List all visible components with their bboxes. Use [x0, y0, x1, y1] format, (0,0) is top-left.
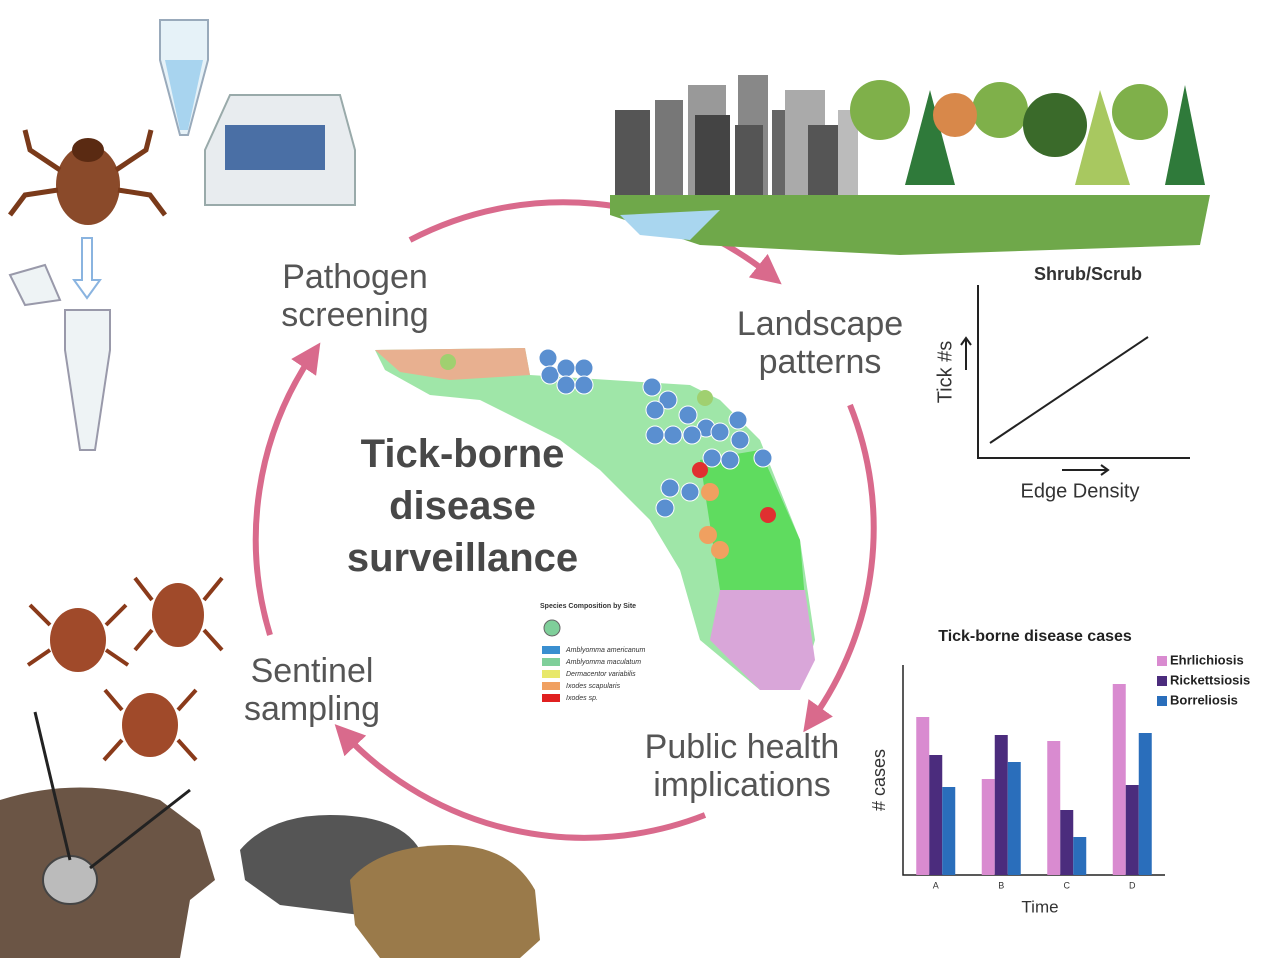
- bar: [1139, 733, 1152, 875]
- plot-x-label: Edge Density: [1021, 480, 1140, 502]
- center-title: Tick-borne disease surveillance: [320, 428, 605, 584]
- bar: [1008, 762, 1021, 875]
- map-legend-title: Species Composition by Site: [540, 603, 636, 610]
- plot-y-label: Tick #s: [934, 341, 956, 404]
- legend-label: Rickettsiosis: [1170, 672, 1250, 687]
- map-legend-pie: [544, 620, 560, 636]
- map-legend-label: Ixodes scapularis: [566, 683, 621, 690]
- legend-swatch: [1157, 656, 1167, 666]
- page: Shrub/Scrub Tick #s Edge Density Species…: [0, 0, 1278, 958]
- x-tick-label: A: [933, 880, 939, 890]
- map-legend-swatch: [542, 658, 560, 666]
- edge-density-plot: [961, 285, 1190, 475]
- bar: [942, 787, 955, 875]
- x-tick-label: D: [1129, 880, 1136, 890]
- bar: [982, 779, 995, 875]
- cycle-step: Public health implications: [612, 728, 872, 804]
- legend-swatch: [1157, 676, 1167, 686]
- map-legend-swatch: [542, 646, 560, 654]
- illustration: Shrub/Scrub Tick #s Edge Density Species…: [0, 0, 1278, 958]
- chart-title: Tick-borne disease cases: [938, 628, 1132, 645]
- cycle-step: Pathogen screening: [240, 258, 470, 334]
- legend-label: Ehrlichiosis: [1170, 652, 1244, 667]
- x-tick-label: C: [1064, 880, 1071, 890]
- bar: [1126, 785, 1139, 875]
- bar: [995, 735, 1008, 875]
- bar: [916, 717, 929, 875]
- map-legend-swatch: [542, 670, 560, 678]
- bar: [1047, 741, 1060, 875]
- lab-icons: [10, 20, 355, 450]
- cycle-step: Landscape patterns: [705, 305, 935, 381]
- legend-label: Borreliosis: [1170, 692, 1238, 707]
- bar: [1060, 810, 1073, 875]
- x-axis-label: Time: [1021, 897, 1058, 916]
- bar: [1073, 837, 1086, 875]
- map-legend-swatch: [542, 694, 560, 702]
- cycle-step: Sentinel sampling: [212, 652, 412, 728]
- x-tick-label: B: [998, 880, 1004, 890]
- legend-swatch: [1157, 696, 1167, 706]
- map-legend-swatch: [542, 682, 560, 690]
- plot-title: Shrub/Scrub: [1034, 264, 1142, 284]
- map-legend-label: Amblyomma americanum: [565, 647, 646, 654]
- landscape: [610, 75, 1210, 255]
- map-legend-label: Ixodes sp.: [566, 695, 598, 702]
- bar: [1113, 684, 1126, 875]
- bar: [929, 755, 942, 875]
- map-legend-label: Amblyomma maculatum: [565, 659, 641, 666]
- map-legend-label: Dermacentor variabilis: [566, 671, 636, 678]
